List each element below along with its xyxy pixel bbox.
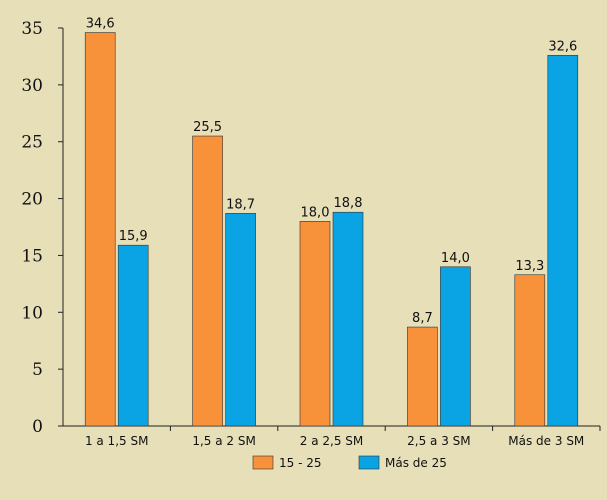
- legend-swatch: [252, 455, 274, 470]
- bar-series-1: [84, 32, 116, 427]
- bar-series-1: [299, 221, 331, 427]
- bar-series-2: [547, 54, 579, 427]
- x-tick-label: 2,5 a 3 SM: [407, 434, 471, 448]
- bar-series-1: [407, 326, 438, 427]
- y-tick-label: 10: [21, 303, 43, 323]
- bar-series-1: [514, 274, 546, 427]
- data-label: 32,6: [548, 39, 577, 54]
- y-tick-label: 0: [32, 417, 43, 437]
- data-label: 34,6: [86, 17, 115, 32]
- legend-swatch: [358, 455, 380, 470]
- data-label: 18,0: [301, 205, 330, 220]
- data-label: 18,8: [334, 196, 363, 211]
- bar-series-2: [225, 213, 256, 427]
- data-label: 14,0: [441, 251, 470, 266]
- y-tick-label: 35: [21, 19, 43, 39]
- data-label: 25,5: [193, 120, 222, 135]
- data-label: 15,9: [119, 229, 148, 244]
- x-tick-label: 2 a 2,5 SM: [300, 434, 364, 448]
- y-tick-label: 20: [21, 190, 43, 210]
- y-tick-label: 25: [21, 133, 43, 153]
- y-tick-label: 5: [32, 360, 43, 380]
- x-tick-label: Más de 3 SM: [508, 434, 584, 448]
- data-label: 13,3: [515, 259, 544, 274]
- bar-series-2: [440, 266, 471, 427]
- y-tick-label: 15: [21, 246, 43, 266]
- x-tick-label: 1,5 a 2 SM: [192, 434, 256, 448]
- bar-series-2: [117, 244, 149, 427]
- bar-series-1: [192, 135, 223, 427]
- data-label: 18,7: [226, 197, 255, 212]
- legend-label: Más de 25: [385, 456, 447, 470]
- data-label: 8,7: [412, 311, 433, 326]
- legend-label: 15 - 25: [279, 456, 322, 470]
- x-tick-label: 1 a 1,5 SM: [85, 434, 149, 448]
- y-tick-label: 30: [21, 76, 43, 96]
- bar-series-2: [332, 211, 364, 427]
